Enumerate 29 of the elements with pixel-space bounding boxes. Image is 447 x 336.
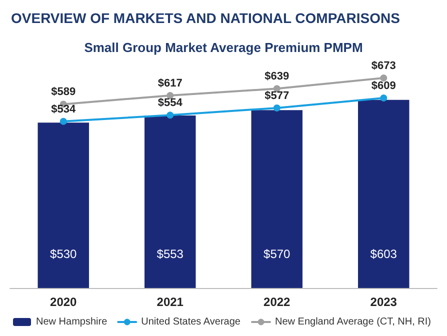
legend-label: New England Average (CT, NH, RI) [275, 316, 432, 328]
bar [144, 115, 196, 288]
x-tick-label: 2021 [156, 295, 184, 309]
data-label: $589 [51, 86, 76, 98]
chart-title: OVERVIEW OF MARKETS AND NATIONAL COMPARISONS [11, 10, 400, 26]
data-label: $553 [156, 247, 184, 261]
bar [358, 100, 410, 288]
point [166, 112, 174, 119]
bar [251, 110, 302, 288]
data-label: $570 [264, 247, 291, 261]
legend-label: New Hampshire [36, 316, 108, 328]
x-tick-label: 2023 [370, 295, 398, 309]
data-label: $609 [371, 80, 396, 92]
data-label: $603 [370, 247, 398, 261]
x-tick-label: 2020 [50, 295, 78, 309]
data-label: $673 [371, 60, 396, 72]
chart-subtitle: Small Group Market Average Premium PMPM [84, 40, 363, 55]
point [60, 118, 67, 125]
legend-label: United States Average [141, 316, 241, 328]
data-label: $534 [51, 103, 76, 116]
data-label: $554 [158, 97, 184, 110]
point [273, 104, 280, 112]
bar [38, 122, 89, 288]
data-label: $639 [264, 70, 290, 83]
point [380, 94, 388, 102]
data-label: $617 [158, 77, 182, 90]
x-tick-label: 2022 [264, 295, 291, 309]
data-label: $577 [264, 90, 290, 102]
data-label: $530 [50, 247, 78, 261]
